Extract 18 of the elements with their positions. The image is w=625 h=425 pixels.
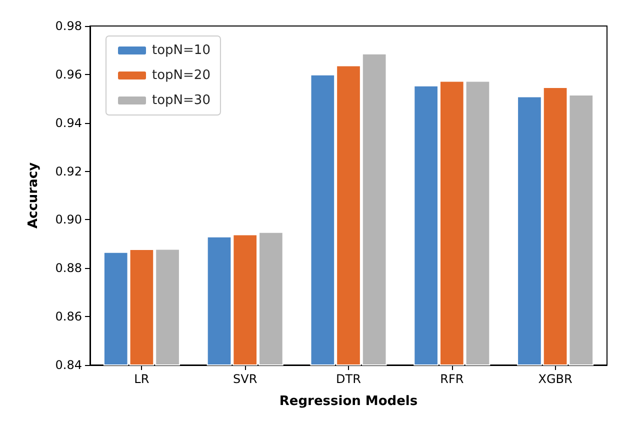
x-tick-label: XGBR	[538, 372, 572, 386]
legend-label: topN=20	[152, 68, 210, 83]
y-tick-label: 0.88	[55, 261, 82, 276]
y-tick-label: 0.84	[55, 358, 82, 372]
y-tick-label: 0.92	[55, 164, 82, 178]
y-tick-label: 0.98	[55, 19, 82, 33]
y-axis-title: Accuracy	[26, 162, 41, 229]
x-tick-label: SVR	[233, 372, 258, 386]
x-tick-label: RFR	[440, 372, 464, 386]
y-tick-label: 0.90	[55, 212, 82, 227]
legend-label: topN=10	[152, 43, 210, 58]
y-tick-label: 0.94	[55, 116, 82, 130]
y-tick-label: 0.96	[55, 67, 82, 82]
x-axis-title: Regression Models	[279, 394, 418, 409]
legend-label: topN=30	[152, 93, 210, 108]
x-tick-label: DTR	[336, 372, 361, 386]
x-tick-label: LR	[134, 372, 150, 386]
y-tick-label: 0.86	[55, 310, 82, 324]
